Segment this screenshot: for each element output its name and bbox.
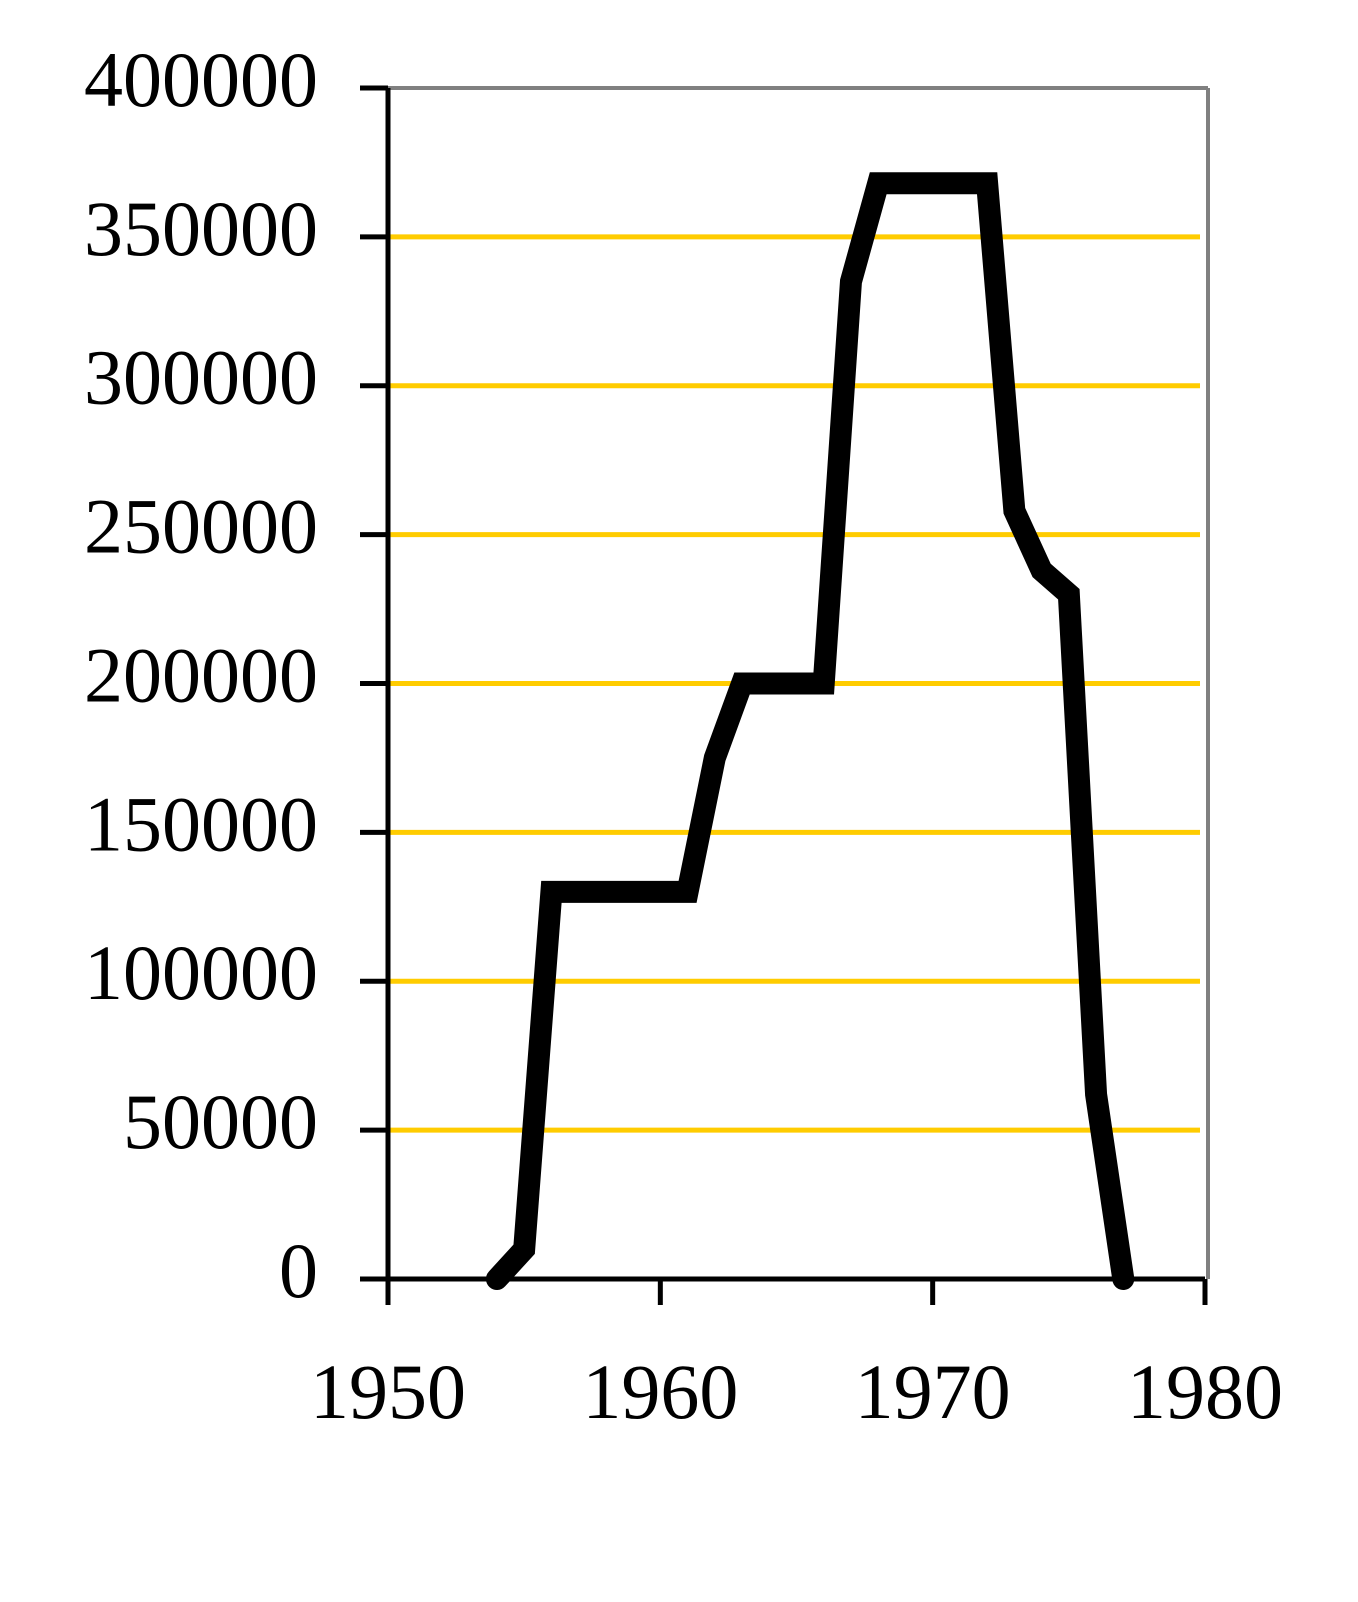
y-tick-label: 150000: [84, 780, 318, 867]
x-tick-label: 1970: [855, 1348, 1011, 1435]
y-tick-label: 50000: [123, 1078, 318, 1165]
x-tick-label: 1980: [1127, 1348, 1283, 1435]
y-tick-label: 0: [279, 1227, 318, 1314]
y-tick-label: 100000: [84, 929, 318, 1016]
x-tick-label: 1960: [582, 1348, 738, 1435]
y-tick-label: 350000: [84, 185, 318, 272]
y-tick-label: 300000: [84, 334, 318, 421]
data-line: [485, 172, 1135, 1290]
y-tick-label: 400000: [84, 36, 318, 123]
y-tick-label: 200000: [84, 631, 318, 718]
y-tick-label: 250000: [84, 483, 318, 570]
x-tick-label: 1950: [310, 1348, 466, 1435]
